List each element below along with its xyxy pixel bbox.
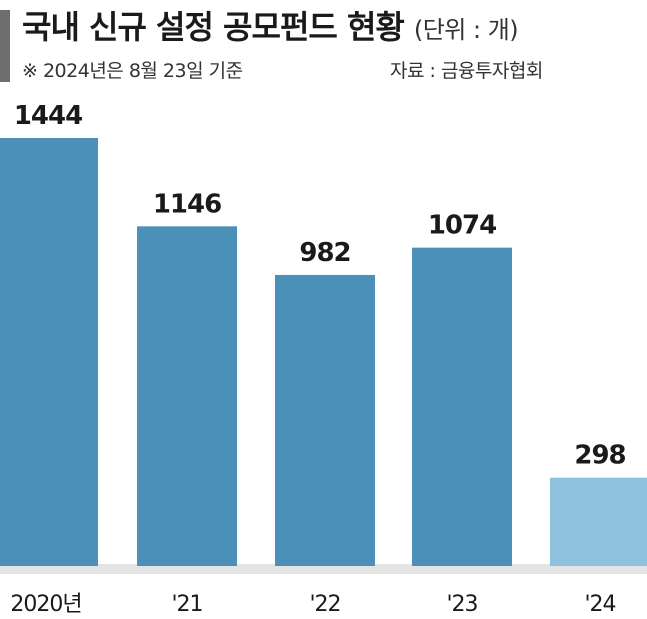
x-tick-label-1: '21 [171, 592, 202, 617]
bar-3 [412, 247, 512, 566]
chart-title: 국내 신규 설정 공모펀드 현황 [22, 8, 405, 46]
data-label-0: 1444 [14, 101, 82, 131]
x-tick-label-4: '24 [584, 592, 615, 617]
title-row: 국내 신규 설정 공모펀드 현황 (단위 : 개) [22, 2, 519, 50]
x-tick-label-3: '23 [446, 592, 477, 617]
x-tick-label-0: 2020년 [10, 592, 81, 617]
bar-1 [137, 226, 237, 566]
data-label-4: 298 [574, 441, 625, 471]
data-label-3: 1074 [428, 211, 496, 241]
data-label-1: 1146 [153, 189, 221, 219]
source-note: 자료 : 금융투자협회 [390, 60, 543, 82]
title-accent-bar [0, 10, 10, 82]
data-label-2: 982 [299, 238, 350, 268]
x-tick-label-2: '22 [309, 592, 340, 617]
bar-4 [550, 477, 647, 566]
unit-label: (단위 : 개) [413, 16, 519, 44]
bar-0 [0, 138, 98, 566]
bar-2 [275, 274, 375, 566]
baseline-shade [0, 564, 647, 574]
date-note: ※ 2024년은 8월 23일 기준 [22, 60, 243, 82]
